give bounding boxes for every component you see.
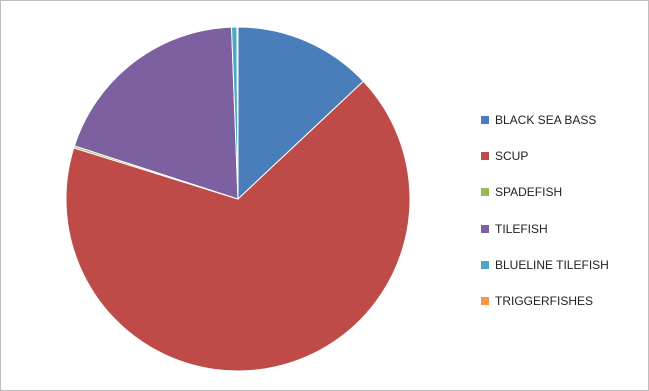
pie-slice-triggerfishes xyxy=(236,26,239,200)
legend-label: TILEFISH xyxy=(495,221,548,236)
legend-swatch xyxy=(481,188,489,197)
legend-item: SPADEFISH xyxy=(481,174,609,210)
pie-slice-black-sea-bass xyxy=(237,26,364,200)
legend-label: BLUELINE TILEFISH xyxy=(495,257,609,272)
legend-swatch xyxy=(481,152,489,161)
chart-legend: BLACK SEA BASS SCUP SPADEFISH TILEFISH BLUEL… xyxy=(481,102,609,319)
legend-label: BLACK SEA BASS xyxy=(495,113,597,128)
legend-swatch xyxy=(481,260,489,269)
legend-label: SCUP xyxy=(495,149,529,164)
legend-item: BLACK SEA BASS xyxy=(481,102,609,138)
legend-item: SCUP xyxy=(481,138,609,174)
legend-item: TRIGGERFISHES xyxy=(481,283,609,319)
legend-swatch xyxy=(481,116,489,125)
legend-item: TILEFISH xyxy=(481,211,609,247)
legend-item: BLUELINE TILEFISH xyxy=(481,247,609,283)
legend-swatch xyxy=(481,297,489,306)
legend-label: TRIGGERFISHES xyxy=(495,294,594,309)
pie-slice-scup xyxy=(65,80,411,372)
legend-label: SPADEFISH xyxy=(495,185,563,200)
pie-slice-tilefish xyxy=(73,26,239,200)
legend-swatch xyxy=(481,224,489,233)
pie-slices xyxy=(65,26,411,372)
